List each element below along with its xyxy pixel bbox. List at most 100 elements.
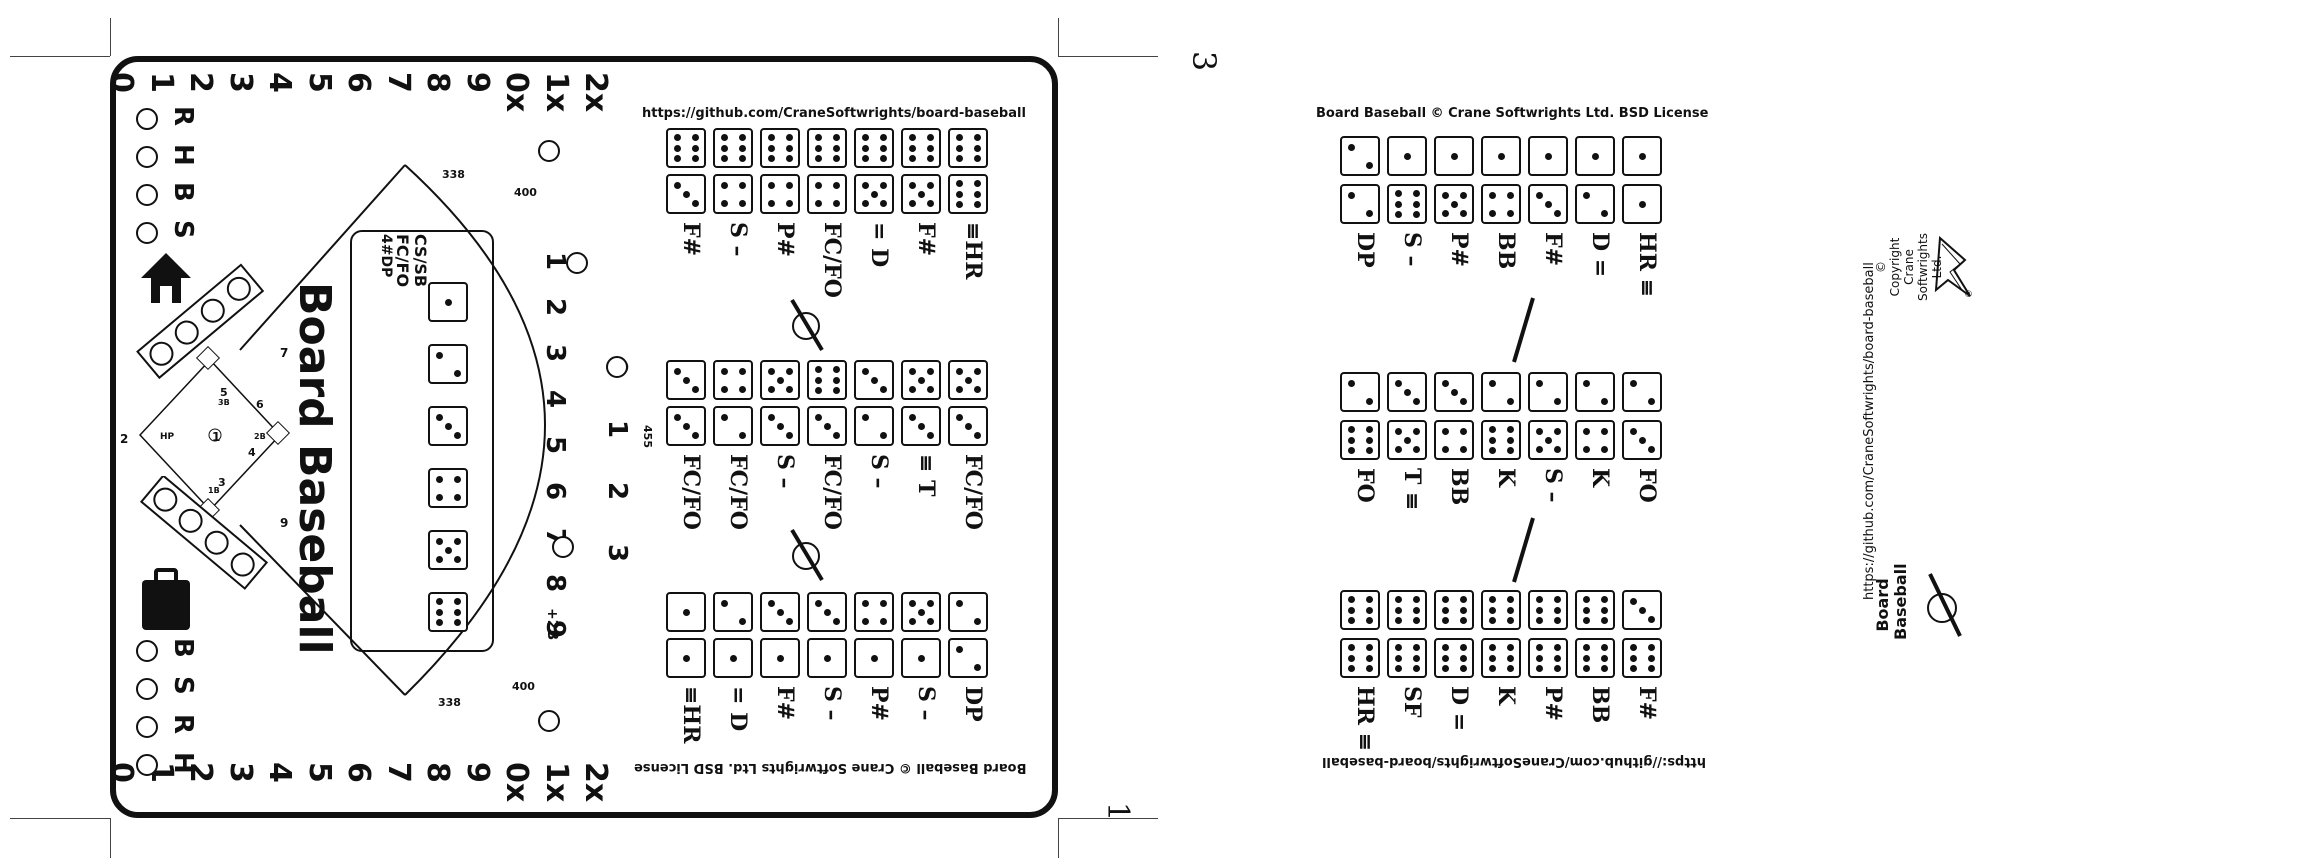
die-pip <box>964 422 972 430</box>
die-pip <box>908 617 916 625</box>
count-circle[interactable] <box>136 640 158 662</box>
die-pip <box>1647 397 1655 405</box>
count-letter: H <box>168 752 198 774</box>
die-pip <box>1638 152 1646 160</box>
die-pip <box>767 367 775 375</box>
die-pip <box>1600 209 1608 217</box>
die-pip <box>738 431 746 439</box>
count-circle[interactable] <box>136 716 158 738</box>
die-pip <box>673 134 681 142</box>
die-pip <box>908 385 916 393</box>
right-card-url: https://github.com/CraneSoftwrights/boar… <box>1322 754 1706 769</box>
die-pip <box>1394 445 1402 453</box>
score-number: 8 <box>420 72 455 93</box>
die-pip <box>1535 664 1543 672</box>
dice-result-label: ≡HR <box>678 686 704 744</box>
count-circle[interactable] <box>136 754 158 776</box>
die-pip <box>926 154 934 162</box>
die-pip <box>1459 606 1467 614</box>
die-pip <box>814 181 822 189</box>
die-pip <box>861 154 869 162</box>
die-pip <box>1506 644 1514 652</box>
die-pip <box>973 663 981 671</box>
position-5: 5 <box>220 386 228 399</box>
copyright-line: © <box>1874 261 1888 273</box>
die-pip <box>691 134 699 142</box>
die-face-3 <box>948 406 988 446</box>
die-face-4 <box>854 592 894 632</box>
die-face-2 <box>1622 372 1662 412</box>
die-pip <box>1553 616 1561 624</box>
outfield-fence <box>404 164 546 696</box>
die-pip <box>861 134 869 142</box>
die-pip <box>955 180 963 188</box>
die-face-5 <box>1434 184 1474 224</box>
die-face-6 <box>807 360 847 400</box>
count-circle[interactable] <box>136 222 158 244</box>
die-pip <box>673 144 681 152</box>
die-pip <box>1600 596 1608 604</box>
die-pip <box>1535 596 1543 604</box>
count-circle[interactable] <box>136 678 158 700</box>
die-pip <box>1403 152 1411 160</box>
die-pip <box>1582 616 1590 624</box>
die-pip <box>917 422 925 430</box>
die-pip <box>917 608 925 616</box>
die-face-6 <box>1340 638 1380 678</box>
score-number: 1x <box>538 762 574 803</box>
die-pip <box>1506 616 1514 624</box>
position-6: 6 <box>256 398 264 411</box>
die-pip <box>1441 209 1449 217</box>
inning-marker-bot[interactable] <box>552 536 574 558</box>
die-pip <box>879 181 887 189</box>
position-9: 9 <box>280 516 289 530</box>
die-pip <box>435 598 443 606</box>
count-circle[interactable] <box>136 146 158 168</box>
die-face-4 <box>807 174 847 214</box>
die-face-6 <box>1387 638 1427 678</box>
die-pip <box>1488 209 1496 217</box>
die-pip <box>1412 427 1420 435</box>
die-pip <box>823 422 831 430</box>
inning-marker-top[interactable] <box>566 252 588 274</box>
die-pip <box>720 367 728 375</box>
die-pip <box>1553 644 1561 652</box>
bat-divider-icon <box>1512 297 1535 363</box>
score-number: 2x <box>578 762 613 803</box>
dice-result-label: FC/FO <box>678 454 704 530</box>
die-pip <box>879 144 887 152</box>
fence-label-left: 338 <box>442 168 465 181</box>
die-pip <box>1591 152 1599 160</box>
die-pip <box>1459 397 1467 405</box>
die-pip <box>1638 606 1646 614</box>
die-face-3 <box>901 406 941 446</box>
inning-marker-mid[interactable] <box>606 356 628 378</box>
score-number: 6 <box>341 72 376 93</box>
fence-label-right: 338 <box>438 696 461 709</box>
die-face-6 <box>666 128 706 168</box>
dice-result-label: ≡ T <box>913 454 939 497</box>
extra-inning-circle[interactable] <box>538 710 560 732</box>
die-pip <box>738 144 746 152</box>
count-circle[interactable] <box>136 108 158 130</box>
die-face-2 <box>713 592 753 632</box>
count-circle[interactable] <box>136 184 158 206</box>
die-face-2 <box>854 406 894 446</box>
dice-result-label: S – <box>725 222 751 257</box>
die-pip <box>973 617 981 625</box>
result-chart <box>350 230 494 652</box>
die-pip <box>973 200 981 208</box>
extra-inning-circle[interactable] <box>538 140 560 162</box>
die-face-3 <box>807 592 847 632</box>
die-face-3 <box>428 406 468 446</box>
baseball-bat-icon <box>790 298 824 352</box>
dice-result-label: FC/FO <box>725 454 751 530</box>
die-pip <box>738 617 746 625</box>
die-pip <box>1347 596 1355 604</box>
card-url: https://github.com/CraneSoftwrights/boar… <box>642 106 1026 121</box>
die-pip <box>1412 596 1420 604</box>
dice-result-label: BB <box>1587 686 1613 724</box>
die-pip <box>1582 427 1590 435</box>
bat-divider-icon <box>1512 517 1535 583</box>
die-pip <box>1347 379 1355 387</box>
